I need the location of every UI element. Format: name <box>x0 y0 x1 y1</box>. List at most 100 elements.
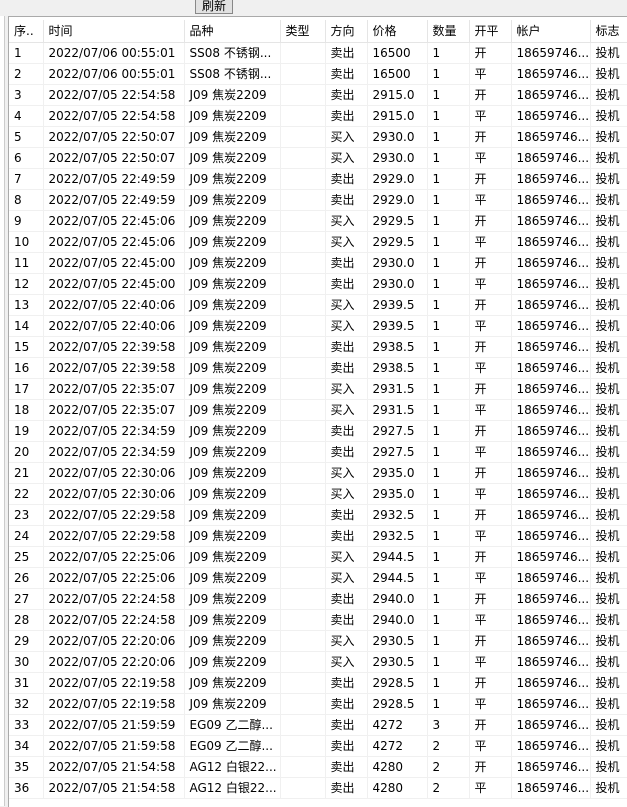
header-col-index[interactable]: 序.. <box>9 20 44 43</box>
table-row[interactable]: 19 2022/07/05 22:34:59 J09 焦炭2209 卖出 2927.5 1… <box>9 420 627 442</box>
col-account-cell: 18659746... <box>511 441 591 463</box>
refresh-button[interactable]: 刷新 <box>195 0 233 14</box>
col-index-cell: 25 <box>9 546 44 568</box>
table-row[interactable]: 18 2022/07/05 22:35:07 J09 焦炭2209 买入 2931.5 1… <box>9 399 627 421</box>
table-row[interactable]: 6 2022/07/05 22:50:07 J09 焦炭2209 买入 2930.0 1 平… <box>9 147 627 169</box>
col-quantity-cell: 1 <box>427 189 470 211</box>
col-flag-cell: 投机 <box>590 672 627 694</box>
col-account-cell: 18659746... <box>511 693 591 715</box>
col-account-cell: 18659746... <box>511 315 591 337</box>
col-time-cell: 2022/07/05 22:34:59 <box>43 441 185 463</box>
header-col-flag[interactable]: 标志 <box>590 20 627 43</box>
col-time-cell: 2022/07/05 22:35:07 <box>43 378 185 400</box>
header-col-direction[interactable]: 方向 <box>325 20 368 43</box>
col-account-cell: 18659746... <box>511 42 591 64</box>
col-quantity-cell: 1 <box>427 315 470 337</box>
col-type-cell <box>280 777 326 799</box>
col-account-cell: 18659746... <box>511 651 591 673</box>
col-price-cell: 2930.0 <box>367 147 428 169</box>
table-row[interactable]: 8 2022/07/05 22:49:59 J09 焦炭2209 卖出 2929.0 1 平… <box>9 189 627 211</box>
col-price-cell: 2928.5 <box>367 693 428 715</box>
table-row[interactable]: 20 2022/07/05 22:34:59 J09 焦炭2209 卖出 2927.5 1… <box>9 441 627 463</box>
col-instrument-cell: J09 焦炭2209 <box>184 210 281 232</box>
table-row[interactable]: 13 2022/07/05 22:40:06 J09 焦炭2209 买入 2939.5 1… <box>9 294 627 316</box>
col-account-cell: 18659746... <box>511 777 591 799</box>
col-index-cell: 23 <box>9 504 44 526</box>
col-flag-cell: 投机 <box>590 399 627 421</box>
col-index-cell: 6 <box>9 147 44 169</box>
table-row[interactable]: 31 2022/07/05 22:19:58 J09 焦炭2209 卖出 2928.5 1… <box>9 672 627 694</box>
table-row[interactable]: 36 2022/07/05 21:54:58 AG12 白银22... 卖出 4280 2… <box>9 777 627 799</box>
table-row[interactable]: 21 2022/07/05 22:30:06 J09 焦炭2209 买入 2935.0 1… <box>9 462 627 484</box>
table-row[interactable]: 27 2022/07/05 22:24:58 J09 焦炭2209 卖出 2940.0 1… <box>9 588 627 610</box>
table-row[interactable]: 24 2022/07/05 22:29:58 J09 焦炭2209 卖出 2932.5 1… <box>9 525 627 547</box>
header-col-open-close[interactable]: 开平 <box>469 20 512 43</box>
col-account-cell: 18659746... <box>511 609 591 631</box>
table-row[interactable]: 2 2022/07/06 00:55:01 SS08 不锈钢... 卖出 16500 1 平… <box>9 63 627 85</box>
header-col-time[interactable]: 时间 <box>43 20 185 43</box>
table-row[interactable]: 12 2022/07/05 22:45:00 J09 焦炭2209 卖出 2930.0 1… <box>9 273 627 295</box>
col-open-close-cell: 开 <box>469 462 512 484</box>
table-row[interactable]: 28 2022/07/05 22:24:58 J09 焦炭2209 卖出 2940.0 1… <box>9 609 627 631</box>
header-col-quantity[interactable]: 数量 <box>427 20 470 43</box>
col-index-cell: 33 <box>9 714 44 736</box>
col-account-cell: 18659746... <box>511 378 591 400</box>
col-quantity-cell: 1 <box>427 441 470 463</box>
table-row[interactable]: 32 2022/07/05 22:19:58 J09 焦炭2209 卖出 2928.5 1… <box>9 693 627 715</box>
table-row[interactable]: 29 2022/07/05 22:20:06 J09 焦炭2209 买入 2930.5 1… <box>9 630 627 652</box>
col-price-cell: 2940.0 <box>367 588 428 610</box>
col-flag-cell: 投机 <box>590 756 627 778</box>
col-open-close-cell: 开 <box>469 252 512 274</box>
header-col-price[interactable]: 价格 <box>367 20 428 43</box>
col-type-cell <box>280 63 326 85</box>
col-type-cell <box>280 42 326 64</box>
col-index-cell: 29 <box>9 630 44 652</box>
table-row[interactable]: 14 2022/07/05 22:40:06 J09 焦炭2209 买入 2939.5 1… <box>9 315 627 337</box>
header-col-account[interactable]: 帐户 <box>511 20 591 43</box>
col-time-cell: 2022/07/05 22:50:07 <box>43 126 185 148</box>
col-account-cell: 18659746... <box>511 399 591 421</box>
table-row[interactable]: 16 2022/07/05 22:39:58 J09 焦炭2209 卖出 2938.5 1… <box>9 357 627 379</box>
table-row[interactable]: 34 2022/07/05 21:59:58 EG09 乙二醇... 卖出 4272 2 平… <box>9 735 627 757</box>
table-row[interactable]: 1 2022/07/06 00:55:01 SS08 不锈钢... 卖出 16500 1 开… <box>9 42 627 64</box>
col-price-cell: 2944.5 <box>367 546 428 568</box>
table-row[interactable]: 25 2022/07/05 22:25:06 J09 焦炭2209 买入 2944.5 1… <box>9 546 627 568</box>
col-index-cell: 28 <box>9 609 44 631</box>
col-price-cell: 2935.0 <box>367 483 428 505</box>
table-row[interactable]: 35 2022/07/05 21:54:58 AG12 白银22... 卖出 4280 2… <box>9 756 627 778</box>
col-flag-cell: 投机 <box>590 651 627 673</box>
col-instrument-cell: EG09 乙二醇... <box>184 714 281 736</box>
table-row[interactable]: 4 2022/07/05 22:54:58 J09 焦炭2209 卖出 2915.0 1 平… <box>9 105 627 127</box>
col-quantity-cell: 1 <box>427 504 470 526</box>
col-account-cell: 18659746... <box>511 84 591 106</box>
table-row[interactable]: 9 2022/07/05 22:45:06 J09 焦炭2209 买入 2929.5 1 开… <box>9 210 627 232</box>
table-row[interactable]: 10 2022/07/05 22:45:06 J09 焦炭2209 买入 2929.5 1… <box>9 231 627 253</box>
col-time-cell: 2022/07/05 22:39:58 <box>43 357 185 379</box>
col-time-cell: 2022/07/05 22:40:06 <box>43 315 185 337</box>
col-instrument-cell: J09 焦炭2209 <box>184 231 281 253</box>
header-col-type[interactable]: 类型 <box>280 20 326 43</box>
table-row[interactable]: 22 2022/07/05 22:30:06 J09 焦炭2209 买入 2935.0 1… <box>9 483 627 505</box>
table-row[interactable]: 23 2022/07/05 22:29:58 J09 焦炭2209 卖出 2932.5 1… <box>9 504 627 526</box>
table-row[interactable]: 3 2022/07/05 22:54:58 J09 焦炭2209 卖出 2915.0 1 开… <box>9 84 627 106</box>
table-row[interactable]: 11 2022/07/05 22:45:00 J09 焦炭2209 卖出 2930.0 1… <box>9 252 627 274</box>
col-time-cell: 2022/07/05 22:29:58 <box>43 504 185 526</box>
col-index-cell: 13 <box>9 294 44 316</box>
col-open-close-cell: 平 <box>469 693 512 715</box>
col-open-close-cell: 开 <box>469 630 512 652</box>
table-row[interactable]: 30 2022/07/05 22:20:06 J09 焦炭2209 买入 2930.5 1… <box>9 651 627 673</box>
table-row[interactable]: 33 2022/07/05 21:59:59 EG09 乙二醇... 卖出 4272 3 开… <box>9 714 627 736</box>
table-row[interactable]: 15 2022/07/05 22:39:58 J09 焦炭2209 卖出 2938.5 1… <box>9 336 627 358</box>
table-row[interactable]: 5 2022/07/05 22:50:07 J09 焦炭2209 买入 2930.0 1 开… <box>9 126 627 148</box>
header-col-instrument[interactable]: 品种 <box>184 20 281 43</box>
table-row[interactable]: 7 2022/07/05 22:49:59 J09 焦炭2209 卖出 2929.0 1 开… <box>9 168 627 190</box>
col-type-cell <box>280 483 326 505</box>
col-type-cell <box>280 399 326 421</box>
col-price-cell: 2929.0 <box>367 189 428 211</box>
table-row[interactable]: 26 2022/07/05 22:25:06 J09 焦炭2209 买入 2944.5 1… <box>9 567 627 589</box>
table-row[interactable]: 17 2022/07/05 22:35:07 J09 焦炭2209 买入 2931.5 1… <box>9 378 627 400</box>
col-instrument-cell: J09 焦炭2209 <box>184 483 281 505</box>
col-flag-cell: 投机 <box>590 462 627 484</box>
col-price-cell: 2927.5 <box>367 441 428 463</box>
col-flag-cell: 投机 <box>590 546 627 568</box>
